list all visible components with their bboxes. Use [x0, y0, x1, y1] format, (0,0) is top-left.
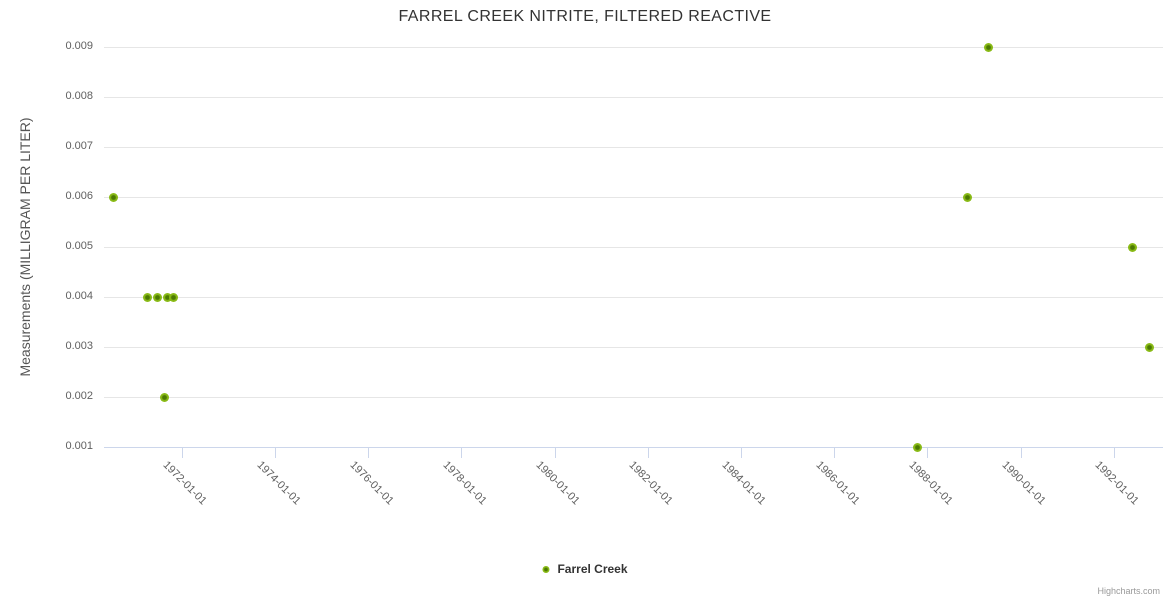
y-gridline [104, 96, 1163, 98]
x-axis-tick [740, 448, 742, 458]
y-gridline [104, 296, 1163, 298]
data-point[interactable] [142, 292, 152, 302]
y-axis-title: Measurements (MILLIGRAM PER LITER) [17, 117, 33, 377]
y-gridline [104, 396, 1163, 398]
y-gridline [104, 146, 1163, 148]
y-axis-tick-label: 0.008 [65, 90, 93, 102]
y-axis-tick-label: 0.002 [65, 390, 93, 402]
data-point[interactable] [913, 442, 923, 452]
x-axis-tick-label: 1988-01-01 [906, 459, 955, 508]
x-axis-tick [368, 448, 370, 458]
x-axis-tick-label: 1974-01-01 [254, 459, 303, 508]
chart-title: FARREL CREEK NITRITE, FILTERED REACTIVE [398, 8, 772, 25]
legend-label: Farrel Creek [557, 562, 628, 576]
data-point[interactable] [984, 42, 994, 52]
y-axis-tick-label: 0.006 [65, 190, 93, 202]
x-axis-tick [1020, 448, 1022, 458]
y-gridline [104, 196, 1163, 198]
x-axis-tick [1113, 448, 1115, 458]
data-point[interactable] [963, 192, 973, 202]
legend-marker-icon [542, 565, 550, 573]
x-axis-tick-label: 1992-01-01 [1092, 459, 1141, 508]
x-axis-tick [181, 448, 183, 458]
x-axis-tick [461, 448, 463, 458]
x-axis-tick-label: 1986-01-01 [813, 459, 862, 508]
legend-item-farrel-creek[interactable]: Farrel Creek [542, 562, 628, 576]
x-axis-tick-label: 1982-01-01 [626, 459, 676, 508]
y-axis-tick-label: 0.001 [65, 440, 93, 452]
data-point[interactable] [1127, 242, 1137, 252]
x-axis-tick-label: 1980-01-01 [533, 459, 582, 508]
x-axis-tick-label: 1990-01-01 [999, 459, 1048, 508]
data-point[interactable] [162, 292, 172, 302]
y-axis-tick-label: 0.004 [65, 290, 93, 302]
plot-area: 0.001 0.002 0.003 0.004 0.005 0.006 0.007 0.008… [65, 40, 1163, 507]
data-point[interactable] [168, 292, 178, 302]
x-axis-tick-label: 1972-01-01 [160, 459, 210, 508]
x-axis-tick [554, 448, 556, 458]
y-gridline [104, 346, 1163, 348]
data-point[interactable] [152, 292, 162, 302]
data-point[interactable] [108, 192, 118, 202]
data-point[interactable] [160, 392, 170, 402]
x-axis-tick-label: 1984-01-01 [719, 459, 769, 508]
highcharts-credits-link[interactable]: Highcharts.com [1097, 586, 1160, 596]
x-axis-tick [927, 448, 929, 458]
x-axis-tick-label: 1978-01-01 [440, 459, 489, 508]
y-gridline [104, 46, 1163, 48]
y-gridline [104, 246, 1163, 248]
x-axis-tick-label: 1976-01-01 [347, 459, 396, 508]
y-axis-tick-label: 0.005 [65, 240, 93, 252]
x-axis-tick [834, 448, 836, 458]
y-axis-tick-label: 0.003 [65, 340, 93, 352]
y-axis-tick-label: 0.009 [65, 40, 93, 52]
x-axis-tick [647, 448, 649, 458]
x-axis-line [104, 447, 1163, 448]
x-axis-tick [275, 448, 277, 458]
y-axis-tick-label: 0.007 [65, 140, 93, 152]
data-point[interactable] [1144, 342, 1154, 352]
